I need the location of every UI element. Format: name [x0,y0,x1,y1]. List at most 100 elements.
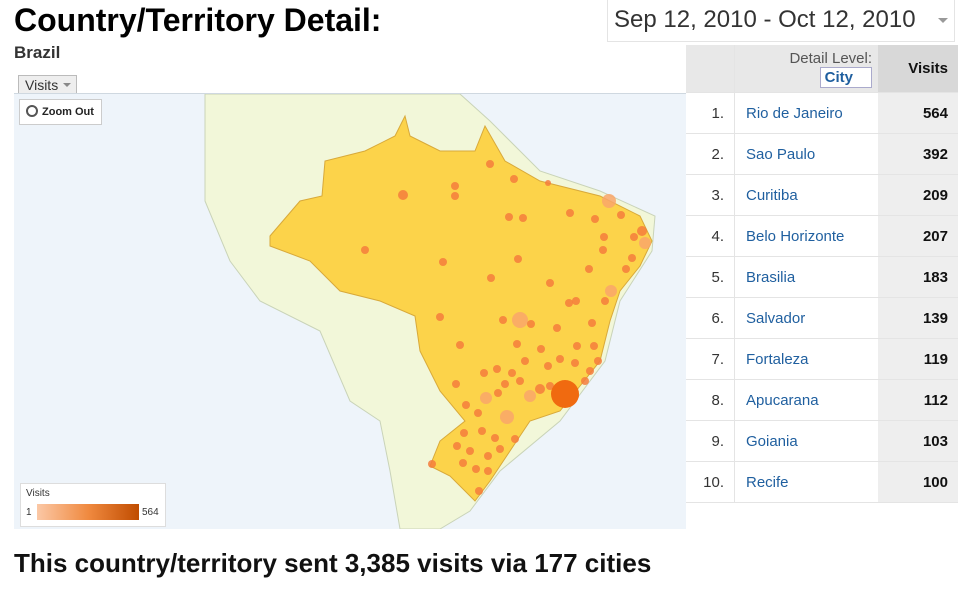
city-dot [361,246,369,254]
rank: 5. [686,256,735,298]
city-dot [487,274,495,282]
city-dot [494,389,502,397]
rank: 4. [686,215,735,257]
visits: 392 [878,133,958,175]
metric-tab[interactable]: Visits [18,75,78,94]
city-link[interactable]: Recife [734,461,878,503]
city-dot [535,384,545,394]
city-link[interactable]: Fortaleza [734,338,878,380]
city-dot [585,265,593,273]
city-dot [553,324,561,332]
legend-max: 564 [142,507,159,518]
city-dot [524,390,536,402]
table-row: 7. Fortaleza 119 [686,338,958,380]
rank: 1. [686,92,735,134]
city-dot [451,182,459,190]
city-dot [452,380,460,388]
city-dot [484,467,492,475]
rank: 7. [686,338,735,380]
rank: 3. [686,174,735,216]
city-dot [581,377,589,385]
city-dot [591,215,599,223]
city-dot [459,459,467,467]
table-row: 2. Sao Paulo 392 [686,133,958,175]
city-dot [546,279,554,287]
table-row: 1. Rio de Janeiro 564 [686,92,958,134]
city-dot [516,377,524,385]
city-dot [544,362,552,370]
city-dot [462,401,470,409]
city-dot [505,213,513,221]
city-dot [436,313,444,321]
detail-label: Detail Level: [789,49,872,67]
city-dot [622,265,630,273]
city-dot [545,180,551,186]
city-dot [486,160,494,168]
city-dot [513,340,521,348]
city-dot [474,409,482,417]
city-dot [501,380,509,388]
city-link[interactable]: Apucarana [734,379,878,421]
city-dot [519,214,527,222]
country-name: Brazil [14,43,61,62]
visits: 207 [878,215,958,257]
city-link[interactable]: Sao Paulo [734,133,878,175]
visits: 139 [878,297,958,339]
table-row: 3. Curitiba 209 [686,174,958,216]
city-dot [521,357,529,365]
city-dot [499,316,507,324]
city-dot [546,382,554,390]
city-dot [480,369,488,377]
city-link[interactable]: Belo Horizonte [734,215,878,257]
city-link[interactable]: Goiania [734,420,878,462]
city-dot [594,357,602,365]
city-link[interactable]: Curitiba [734,174,878,216]
city-dot [573,342,581,350]
city-dot [586,367,594,375]
city-dot [500,410,514,424]
city-dot [630,233,638,241]
visits: 119 [878,338,958,380]
city-dot [510,175,518,183]
table-row: 9. Goiania 103 [686,420,958,462]
rank: 10. [686,461,735,503]
city-dot [572,297,580,305]
city-dot [556,355,564,363]
rank: 8. [686,379,735,421]
zoom-out-button[interactable]: Zoom Out [19,99,102,125]
city-dot [605,285,617,297]
city-dot [588,319,596,327]
visits: 183 [878,256,958,298]
city-dot [571,359,579,367]
visits: 112 [878,379,958,421]
summary: This country/territory sent 3,385 visits… [14,548,652,578]
city-dot [493,365,501,373]
header-blank [686,45,735,93]
table-row: 4. Belo Horizonte 207 [686,215,958,257]
city-link[interactable]: Rio de Janeiro [734,92,878,134]
city-dot [508,369,516,377]
city-dot [537,345,545,353]
date-range-picker[interactable]: Sep 12, 2010 - Oct 12, 2010 [607,0,955,42]
detail-dropdown[interactable]: City [819,66,872,88]
city-dot [496,445,504,453]
city-dot [484,452,492,460]
city-dot [527,320,535,328]
city-link[interactable]: Salvador [734,297,878,339]
city-dot [453,442,461,450]
rank: 6. [686,297,735,339]
city-dot [637,226,647,236]
table-row: 8. Apucarana 112 [686,379,958,421]
table-row: 10. Recife 100 [686,461,958,503]
table-row: 5. Brasilia 183 [686,256,958,298]
city-dot [480,392,492,404]
visits-header[interactable]: Visits [878,45,958,93]
city-dot [514,255,522,263]
city-dot [566,209,574,217]
visits: 209 [878,174,958,216]
visits: 103 [878,420,958,462]
legend-title: Visits [26,488,50,499]
map [14,93,686,529]
city-dot [602,194,616,208]
city-link[interactable]: Brasilia [734,256,878,298]
